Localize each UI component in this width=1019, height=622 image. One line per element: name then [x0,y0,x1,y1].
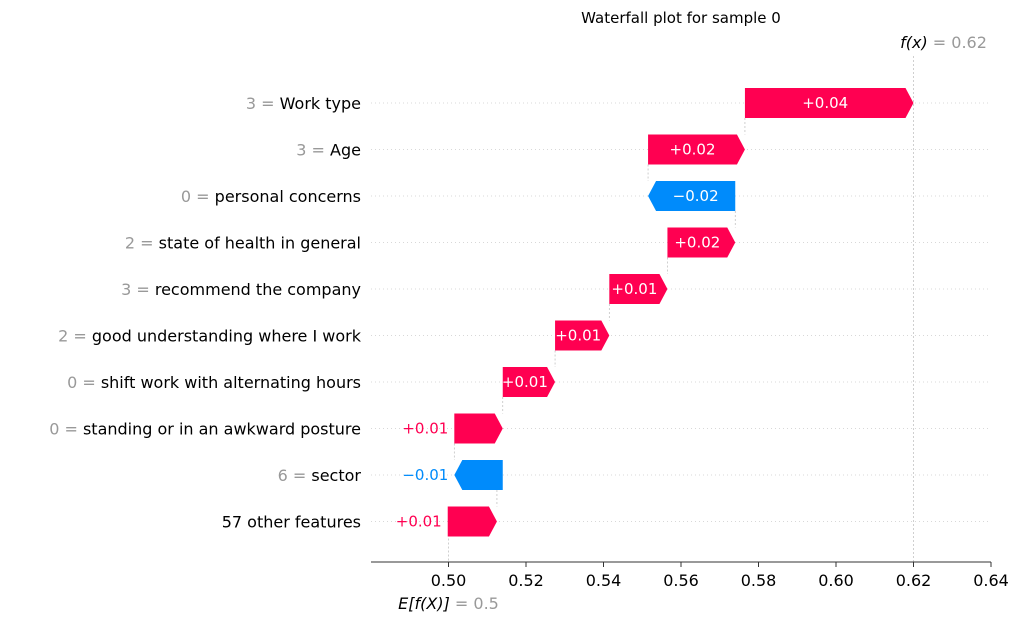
feature-name: state of health in general [159,234,361,253]
feature-label: 3 = Age [296,141,361,160]
bar-value-label: −0.02 [673,187,719,205]
feature-value: 2 = [58,327,92,346]
x-tick-label: 0.60 [818,571,854,590]
feature-label: 3 = Work type [246,94,361,113]
feature-value: 2 = [125,234,159,253]
waterfall-bar [667,227,736,258]
bar-value-label: +0.02 [670,141,716,159]
waterfall-bar [502,367,556,397]
feature-name: standing or in an awkward posture [83,420,361,439]
waterfall-bar [744,88,914,118]
base-value-prefix: E[f(X)] [398,594,455,613]
feature-name: Age [330,141,361,160]
feature-value: 3 = [296,141,330,160]
base-value-label: E[f(X)] = 0.5 [398,594,499,613]
bar-value-label: +0.01 [611,280,657,298]
bar-value-label: −0.01 [402,466,448,484]
x-tick-label: 0.56 [663,571,699,590]
bar-value-label: +0.01 [555,327,601,345]
feature-label: 3 = recommend the company [121,280,361,299]
waterfall-bar [555,320,610,351]
waterfall-bar [454,413,503,444]
output-value-label: f(x) = 0.62 [900,33,987,52]
feature-value: 0 = [181,187,215,206]
feature-name: recommend the company [155,280,361,299]
x-tick-label: 0.58 [741,571,777,590]
waterfall-bar [447,506,497,537]
feature-name: shift work with alternating hours [101,373,361,392]
base-value-number: = 0.5 [455,594,499,613]
feature-name: sector [311,466,361,485]
chart-title: Waterfall plot for sample 0 [581,9,781,27]
feature-label: 0 = standing or in an awkward posture [49,420,361,439]
feature-name: Work type [280,94,361,113]
bar-value-label: +0.02 [674,234,720,252]
feature-label: 2 = state of health in general [125,234,361,253]
x-tick-label: 0.62 [896,571,932,590]
feature-label: 2 = good understanding where I work [58,327,362,346]
plot-area: +0.04 3 = Work type +0.02 3 = Age −0.02 0 = p… [49,33,1009,613]
waterfall-bar [609,274,668,304]
feature-value: 0 = [49,420,83,439]
x-tick-label: 0.52 [508,571,544,590]
waterfall-bar [648,134,745,165]
feature-name: good understanding where I work [92,327,362,346]
feature-label: 0 = personal concerns [181,187,361,206]
feature-value: 3 = [121,280,155,299]
bar-value-label: +0.01 [402,420,448,438]
waterfall-bar [648,181,736,211]
feature-label: 6 = sector [278,466,362,485]
x-tick-label: 0.54 [586,571,622,590]
feature-value: 6 = [278,466,312,485]
bar-value-label: +0.01 [502,373,548,391]
feature-name: 57 other features [222,513,361,532]
x-tick-label: 0.50 [431,571,467,590]
bar-value-label: +0.04 [802,94,848,112]
feature-label: 0 = shift work with alternating hours [67,373,361,392]
feature-label: 57 other features [222,513,361,532]
waterfall-bar [454,460,503,490]
bar-value-label: +0.01 [396,513,442,531]
output-value-number: = 0.62 [933,33,987,52]
output-value-prefix: f(x) [900,33,933,52]
x-tick-label: 0.64 [973,571,1009,590]
feature-name: personal concerns [215,187,361,206]
feature-value: 0 = [67,373,101,392]
feature-value: 3 = [246,94,280,113]
